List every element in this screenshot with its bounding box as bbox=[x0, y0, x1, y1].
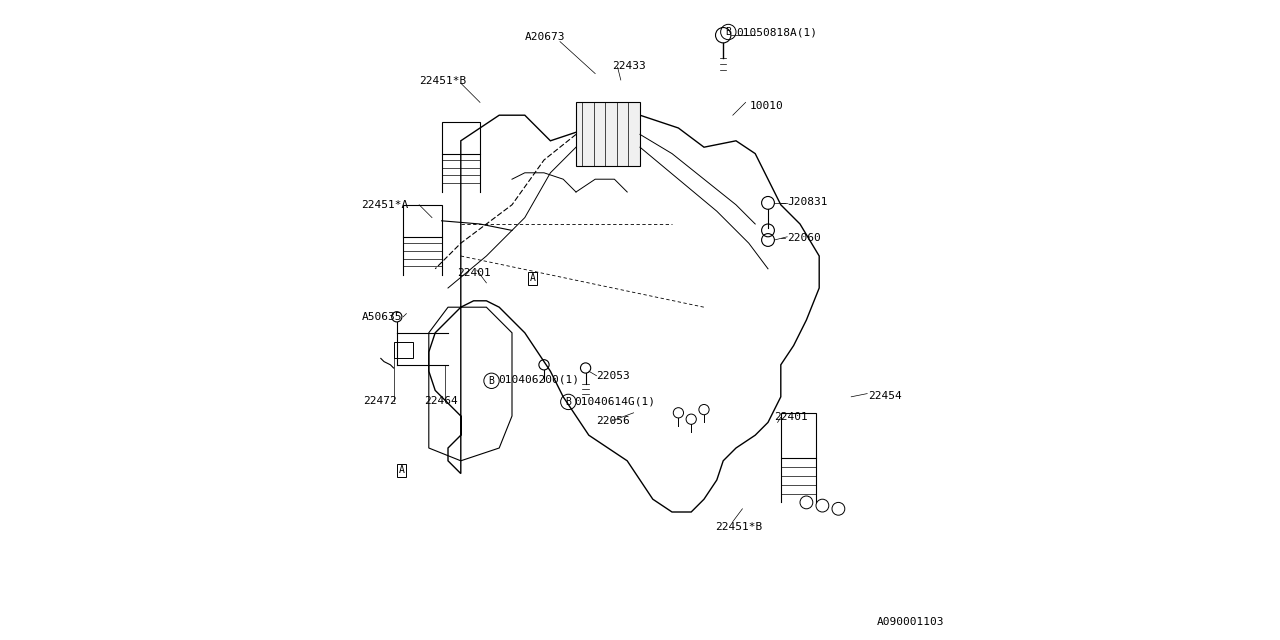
Text: 22401: 22401 bbox=[458, 268, 492, 278]
Text: B: B bbox=[726, 27, 731, 37]
Text: 22053: 22053 bbox=[596, 371, 630, 381]
Text: 22433: 22433 bbox=[612, 61, 645, 71]
Text: A090001103: A090001103 bbox=[877, 617, 945, 627]
Text: 22451*A: 22451*A bbox=[362, 200, 408, 210]
Text: A50635: A50635 bbox=[362, 312, 402, 322]
Text: B: B bbox=[566, 397, 571, 407]
Text: A: A bbox=[530, 273, 535, 284]
Text: 22056: 22056 bbox=[596, 416, 630, 426]
Text: B: B bbox=[489, 376, 494, 386]
Text: 22464: 22464 bbox=[425, 396, 458, 406]
Bar bbox=[781, 413, 817, 458]
Text: 22472: 22472 bbox=[364, 396, 397, 406]
Text: 01040614G(1): 01040614G(1) bbox=[575, 397, 655, 407]
Text: 22451*B: 22451*B bbox=[714, 522, 762, 532]
Text: 22454: 22454 bbox=[869, 390, 902, 401]
Bar bbox=[394, 342, 412, 358]
Text: J20831: J20831 bbox=[787, 196, 828, 207]
Text: 22060: 22060 bbox=[787, 233, 820, 243]
Bar bbox=[403, 205, 442, 237]
Text: 22401: 22401 bbox=[774, 412, 808, 422]
Text: 22451*B: 22451*B bbox=[420, 76, 466, 86]
Text: A20673: A20673 bbox=[525, 32, 566, 42]
Bar bbox=[442, 122, 480, 154]
Text: 01050818A(1): 01050818A(1) bbox=[736, 27, 817, 37]
Text: A: A bbox=[398, 465, 404, 476]
Text: 010406200(1): 010406200(1) bbox=[498, 374, 579, 385]
Bar bbox=[576, 102, 640, 166]
Text: 10010: 10010 bbox=[750, 100, 783, 111]
